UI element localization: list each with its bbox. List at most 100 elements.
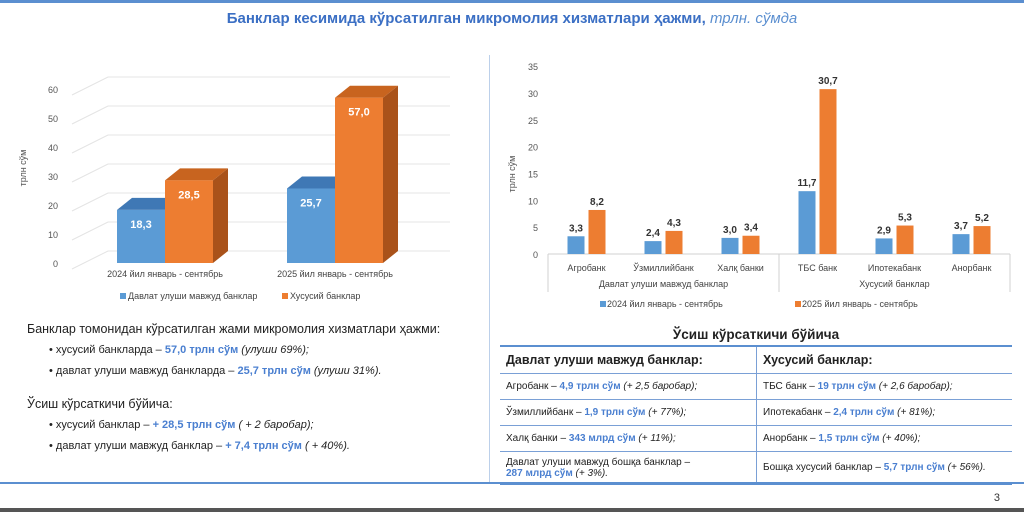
table-cell: Бошқа хусусий банклар – 5,7 трлн сўм (+ … [756,451,1012,485]
y-axis-label: трлн сўм [18,150,28,187]
bar-top [165,168,228,181]
bank-note: (+ 56%). [944,462,986,473]
y-tick-label: 20 [528,143,538,153]
y-tick-label: 50 [48,114,58,124]
table-cell: ТБС банк – 19 трлн сўм (+ 2,6 баробар); [756,373,1012,400]
legend-label: 2024 йил январь - сентябрь [607,299,723,309]
bank-value: 1,9 трлн сўм [584,407,646,418]
y-tick-label: 0 [53,259,58,269]
top-border [0,0,1024,3]
table-row: Давлат улуши мавжуд бошқа банклар – 287 … [500,451,1012,485]
data-label: 3,7 [954,221,968,232]
bank-value: 287 млрд сўм [506,467,573,479]
bank-name: Давлат улуши мавжуд бошқа банклар – [506,456,691,468]
bank-name: Агробанк – [506,381,560,392]
footer-bar [0,508,1024,512]
page-title: Банклар кесимида кўрсатилган микромолия … [0,10,1024,27]
data-label: 30,7 [818,76,838,87]
bar [588,209,606,254]
bank-note: (+ 3%). [572,467,609,479]
y-tick-label: 10 [48,230,58,240]
growth-item: • хусусий банклар – + 28,5 трлн сўм ( + … [49,419,487,431]
bank-name: Ипотекабанк – [763,407,834,418]
chart-banks: 0 5 10 15 20 25 30 35 трлн сўм 3,3 8,2 Агробанк 2,4 4… [507,62,1011,309]
item-note: (улуши 31%). [310,365,382,377]
bar [952,234,970,254]
legend-label: Хусусий банклар [290,291,360,301]
data-label: 3,4 [744,223,758,234]
bar [973,226,991,254]
legend-swatch [795,301,801,307]
item-value: + 7,4 трлн сўм [225,440,302,452]
bank-name: Ўзмиллийбанк – [506,407,585,418]
bank-note: (+ 77%); [645,407,687,418]
item-value: + 28,5 трлн сўм [152,419,236,431]
growth-table: Давлат улуши мавжуд банклар: Хусусий бан… [500,345,1012,485]
bar-top [335,85,398,98]
legend-swatch [282,293,288,299]
bank-note: (+ 81%); [894,407,936,418]
bar [798,191,816,254]
bank-note: (+ 40%); [879,433,921,444]
bar [875,238,893,254]
bar-side [213,168,228,263]
legend-swatch [600,301,606,307]
bar [644,241,662,254]
y-tick-label: 5 [533,223,538,233]
table-cell: Ипотекабанк – 2,4 трлн сўм (+ 81%); [756,399,1012,426]
summary-item: • давлат улуши мавжуд банкларда – 25,7 т… [49,365,487,377]
table-row: Халқ банки – 343 млрд сўм (+ 11%); Анорба… [500,425,1012,452]
x-tick-label: Халқ банки [717,263,764,273]
bar [896,225,914,254]
summary-text: Банклар томонидан кўрсатилган жами микро… [27,322,487,461]
table-cell: Агробанк – 4,9 трлн сўм (+ 2,5 баробар); [500,373,757,400]
bar [287,188,335,263]
x-tick-label: 2025 йил январь - сентябрь [277,269,393,279]
header-state-banks: Давлат улуши мавжуд банклар: [500,345,757,374]
item-text: • давлат улуши мавжуд банкларда – [49,365,238,377]
data-label: 5,2 [975,213,989,224]
table-cell: Халқ банки – 343 млрд сўм (+ 11%); [500,425,757,452]
data-label: 2,9 [877,225,891,236]
y-tick-label: 35 [528,62,538,72]
y-tick-label: 30 [528,89,538,99]
bank-note: (+ 2,5 баробар); [620,381,698,392]
item-note: ( + 40%). [301,440,350,452]
legend-swatch [120,293,126,299]
data-label: 5,3 [898,213,912,224]
growth-heading: Ўсиш кўрсаткичи бўйича: [27,397,173,411]
x-tick-label: Агробанк [567,263,605,273]
bank-value: 1,5 трлн сўм [818,433,880,444]
x-tick-label: Ўзмиллийбанк [633,262,694,273]
bar [721,237,739,254]
bar [335,97,383,263]
item-text: • хусусий банкларда – [49,344,165,356]
bank-value: 2,4 трлн сўм [833,407,895,418]
bank-name: Анорбанк – [763,433,819,444]
bar [117,209,165,263]
table-cell: Анорбанк – 1,5 трлн сўм (+ 40%); [756,425,1012,452]
data-label: 25,7 [300,197,321,209]
y-tick-label: 0 [533,250,538,260]
growth-item: • давлат улуши мавжуд банклар – + 7,4 тр… [49,440,487,452]
legend-label: 2025 йил январь - сентябрь [802,299,918,309]
gridline [71,76,450,96]
data-label: 28,5 [178,189,199,201]
bar [819,89,837,255]
x-tick-label: Анорбанк [952,263,992,273]
divider [489,55,490,482]
y-tick-label: 15 [528,169,538,179]
item-value: 57,0 трлн сўм [164,344,239,356]
table-row: Агробанк – 4,9 трлн сўм (+ 2,5 баробар);… [500,373,1012,400]
header-private-banks: Хусусий банклар: [756,345,1012,374]
y-tick-label: 10 [528,196,538,206]
x-tick-label: Ипотекабанк [868,263,921,273]
table-header: Давлат улуши мавжуд банклар: Хусусий бан… [500,345,1012,374]
y-axis-label: трлн сўм [507,156,517,193]
bar [665,230,683,254]
data-label: 4,3 [667,218,681,229]
data-label: 2,4 [646,228,660,239]
bar-side [383,85,398,263]
x-tick-label: ТБС банк [798,263,837,273]
group-label: Давлат улуши мавжуд банклар [599,279,728,289]
